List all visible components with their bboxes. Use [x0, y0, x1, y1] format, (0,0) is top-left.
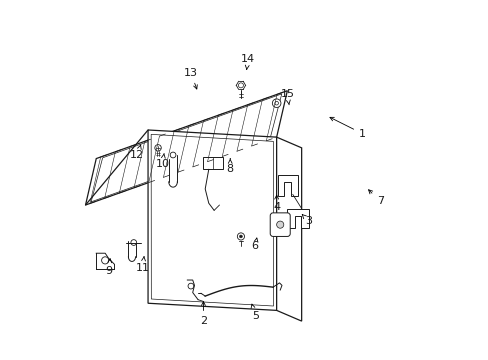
Circle shape	[155, 145, 161, 151]
Text: 5: 5	[250, 304, 258, 321]
Polygon shape	[287, 208, 308, 228]
Text: 3: 3	[302, 215, 312, 226]
Text: 9: 9	[105, 259, 112, 276]
Circle shape	[102, 257, 108, 264]
Text: 15: 15	[280, 89, 294, 105]
Text: 13: 13	[183, 68, 198, 89]
Text: 6: 6	[251, 238, 258, 251]
FancyBboxPatch shape	[270, 213, 290, 237]
Circle shape	[237, 233, 244, 240]
Text: 10: 10	[155, 153, 169, 169]
Text: 11: 11	[135, 257, 149, 273]
Polygon shape	[85, 91, 287, 205]
Circle shape	[276, 221, 283, 228]
FancyBboxPatch shape	[203, 157, 223, 169]
Text: 7: 7	[368, 190, 383, 206]
Circle shape	[274, 102, 278, 105]
Polygon shape	[148, 130, 276, 310]
Circle shape	[272, 99, 281, 108]
Text: 8: 8	[226, 159, 233, 174]
Circle shape	[239, 235, 242, 238]
Text: 4: 4	[272, 195, 280, 212]
Text: 12: 12	[130, 145, 144, 160]
Polygon shape	[276, 137, 301, 321]
Text: 1: 1	[329, 117, 365, 139]
Text: 2: 2	[200, 302, 206, 326]
Circle shape	[131, 240, 136, 246]
Circle shape	[170, 152, 176, 158]
Polygon shape	[278, 175, 298, 196]
Text: 14: 14	[241, 54, 255, 69]
Circle shape	[188, 283, 193, 289]
